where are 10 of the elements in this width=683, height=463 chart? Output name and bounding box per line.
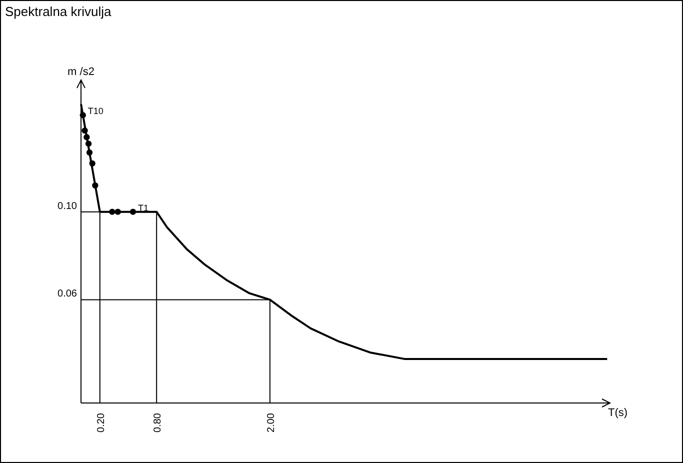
x-tick-label: 0.20 [96, 412, 107, 432]
y-axis-title: m /s2 [68, 66, 94, 78]
x-tick-label: 2.00 [266, 412, 277, 432]
annotation: T10 [88, 106, 104, 116]
annotation: T1 [138, 202, 148, 213]
y-tick-label: 0.06 [58, 288, 78, 300]
y-tick-label: 0.10 [58, 200, 78, 212]
chart-title: Spektralna krivulja [5, 4, 112, 19]
x-tick-label: 0.80 [152, 412, 164, 432]
x-axis-title: T(s) [608, 407, 628, 419]
